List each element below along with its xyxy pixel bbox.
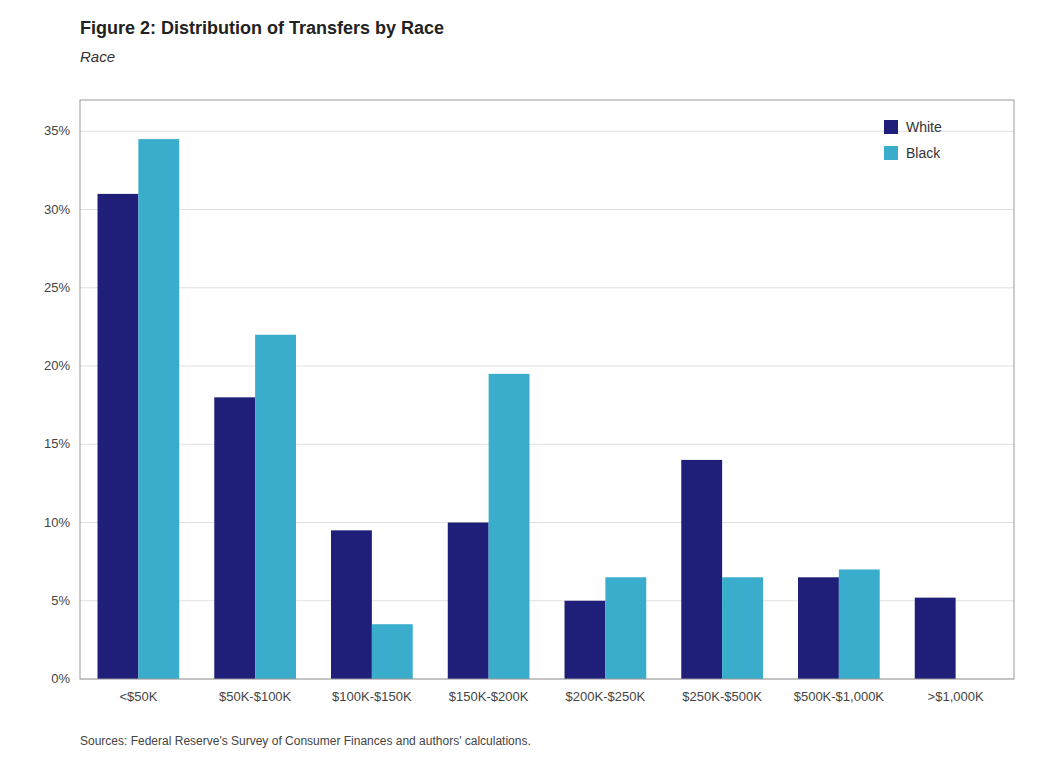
bar [331, 530, 372, 679]
x-tick-label: $200K-$250K [566, 689, 646, 704]
legend-swatch [884, 146, 898, 160]
grid-line [80, 366, 1014, 367]
y-tick-label: 0% [51, 671, 70, 686]
bar [605, 577, 646, 679]
bar [798, 577, 839, 679]
x-tick-label: >$1,000K [928, 689, 984, 704]
bar [915, 598, 956, 679]
bar [681, 460, 722, 679]
chart-container: Figure 2: Distribution of Transfers by R… [0, 0, 1044, 759]
legend: White Black [884, 119, 942, 161]
legend-label: White [906, 119, 942, 135]
chart: Figure 2: Distribution of Transfers by R… [0, 0, 1044, 759]
y-tick-label: 35% [44, 123, 70, 138]
background [0, 0, 1044, 759]
grid-line [80, 131, 1014, 132]
source-note: Sources: Federal Reserve's Survey of Con… [80, 734, 531, 748]
bars [98, 139, 956, 679]
y-tick-label: 15% [44, 436, 70, 451]
bar [138, 139, 179, 679]
x-tick-label: $100K-$150K [332, 689, 412, 704]
bar [372, 624, 413, 679]
legend-label: Black [906, 145, 941, 161]
bar [839, 569, 880, 679]
y-tick-label: 20% [44, 358, 70, 373]
grid-line [80, 287, 1014, 288]
legend-swatch [884, 120, 898, 134]
y-tick-label: 10% [44, 515, 70, 530]
title: Figure 2: Distribution of Transfers by R… [80, 18, 444, 38]
x-axis: <$50K $50K-$100K $100K-$150K $150K-$200K $20… [119, 689, 984, 704]
y-tick-label: 25% [44, 280, 70, 295]
bar [98, 194, 139, 679]
plot-frame [80, 100, 1014, 679]
bar [448, 523, 489, 679]
x-tick-label: $150K-$200K [449, 689, 529, 704]
bar [255, 335, 296, 679]
x-tick-label: $500K-$1,000K [794, 689, 885, 704]
bar [489, 374, 530, 679]
x-tick-label: $50K-$100K [219, 689, 292, 704]
bar [722, 577, 763, 679]
x-tick-label: $250K-$500K [682, 689, 762, 704]
bar [214, 397, 255, 679]
x-tick-label: <$50K [119, 689, 157, 704]
bar [565, 601, 606, 679]
y-tick-label: 30% [44, 202, 70, 217]
grid-line [80, 209, 1014, 210]
y-tick-label: 5% [51, 593, 70, 608]
y-axis: 0% 5% 10% 15% 20% 25% 30% 35% [44, 123, 1014, 686]
subtitle: Race [80, 48, 115, 65]
